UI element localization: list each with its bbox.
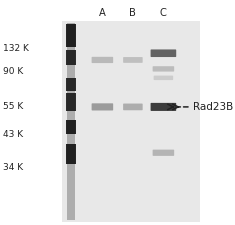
Text: B: B — [129, 8, 136, 18]
Bar — [66, 144, 76, 164]
Text: 43 K: 43 K — [3, 130, 23, 139]
Bar — [66, 120, 76, 134]
FancyBboxPatch shape — [153, 66, 174, 72]
Bar — [62, 21, 200, 222]
FancyBboxPatch shape — [151, 103, 176, 111]
Bar — [66, 24, 76, 47]
FancyBboxPatch shape — [123, 104, 143, 110]
Bar — [66, 94, 76, 111]
Text: 90 K: 90 K — [3, 67, 23, 76]
Text: C: C — [160, 8, 167, 18]
FancyBboxPatch shape — [92, 103, 113, 110]
FancyBboxPatch shape — [151, 50, 176, 57]
FancyBboxPatch shape — [153, 150, 174, 156]
Text: Rad23B: Rad23B — [193, 102, 233, 112]
Text: 34 K: 34 K — [3, 163, 23, 172]
FancyBboxPatch shape — [92, 57, 113, 63]
Bar — [66, 50, 76, 65]
Bar — [67, 23, 75, 220]
Bar — [66, 78, 76, 91]
Text: A: A — [99, 8, 106, 18]
Text: 55 K: 55 K — [3, 102, 23, 111]
Text: 132 K: 132 K — [3, 44, 29, 53]
FancyBboxPatch shape — [123, 57, 143, 63]
FancyBboxPatch shape — [154, 76, 173, 80]
